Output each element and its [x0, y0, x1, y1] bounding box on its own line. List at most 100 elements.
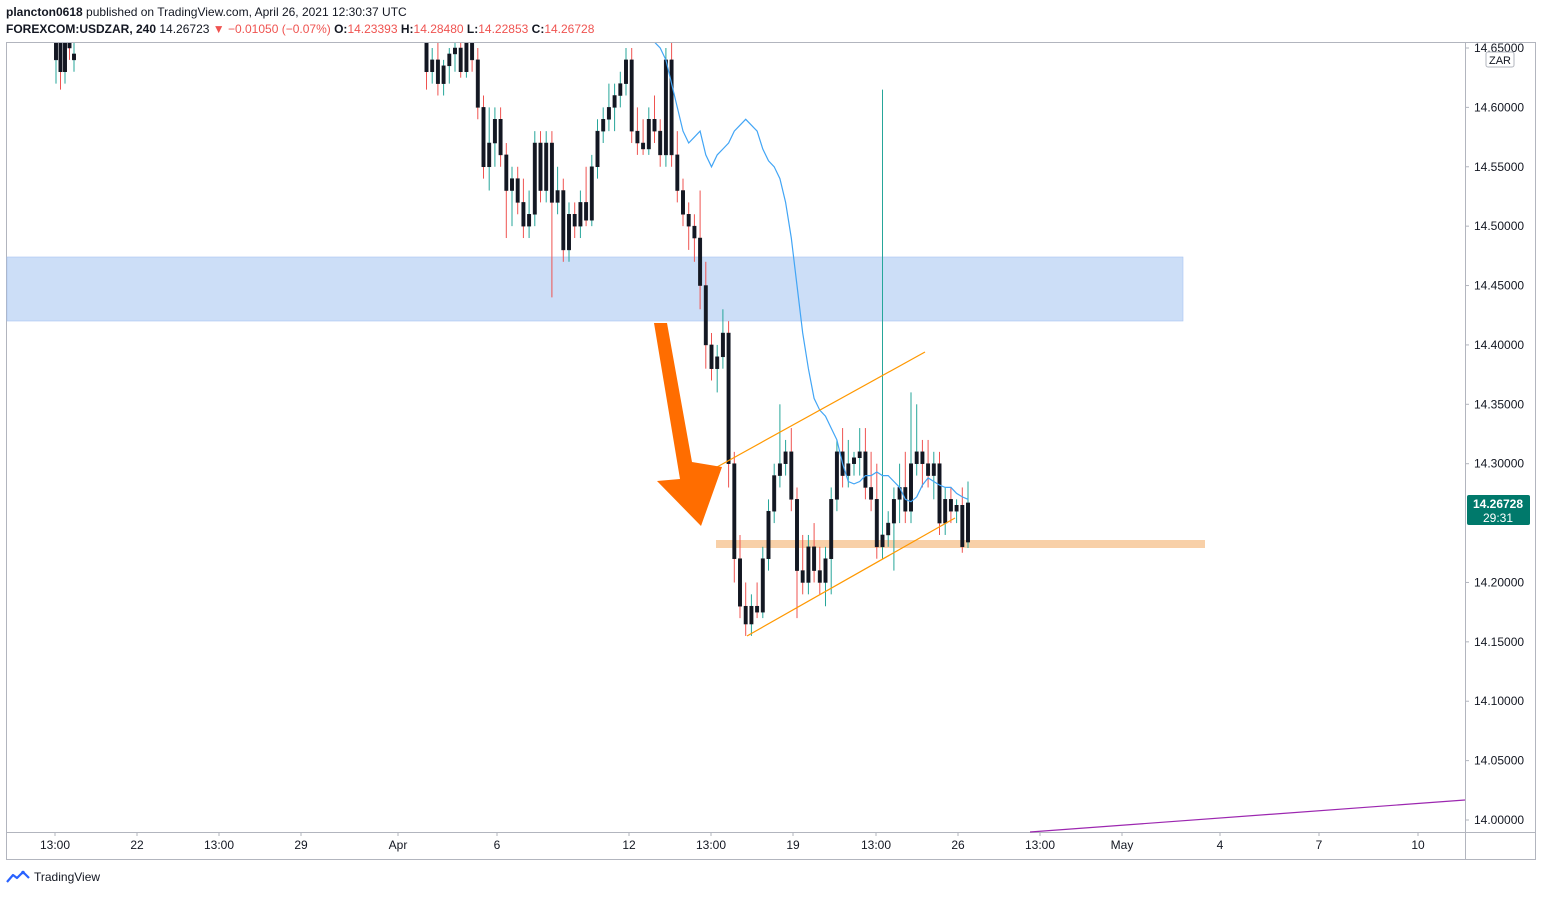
candle-body-up: [510, 178, 514, 191]
trend-line-purple[interactable]: [1029, 799, 1466, 833]
candle-body-down: [629, 59, 634, 132]
candle-body-up: [606, 107, 611, 120]
y-tick-label: 14.40000: [1474, 338, 1524, 352]
candle-body-down: [572, 214, 577, 227]
x-tick-label: 13:00: [1025, 838, 1055, 852]
candle-body-down: [67, 43, 72, 49]
candles-layer: [54, 43, 970, 636]
candle-body-up: [578, 202, 583, 227]
candle-body-down: [960, 505, 965, 548]
candle-body-down: [703, 285, 708, 346]
x-tick-label: 10: [1411, 838, 1425, 852]
candle-body-up: [72, 53, 76, 61]
candle-body-down: [641, 142, 646, 150]
brand-name: TradingView: [34, 870, 101, 884]
candle-body-up: [914, 451, 919, 464]
x-tick-label: 19: [786, 838, 800, 852]
candle-body-down: [789, 451, 794, 500]
channel-upper-line[interactable]: [716, 351, 926, 468]
y-tick-label: 14.35000: [1474, 397, 1524, 411]
publish-info: plancton0618 published on TradingView.co…: [6, 5, 407, 19]
x-tick-label: May: [1111, 838, 1134, 852]
candle-body-down: [686, 214, 691, 227]
candle-body-down: [58, 43, 63, 73]
candle-body-down: [812, 546, 817, 571]
publisher-name[interactable]: plancton0618: [6, 5, 83, 19]
candle-body-down: [755, 605, 760, 613]
candle-body-down: [652, 119, 657, 132]
candle-body-down: [926, 463, 931, 476]
candle-body-up: [601, 119, 606, 132]
candle-body-down: [681, 190, 685, 215]
high-label: H:: [400, 22, 414, 36]
last-price-badge: [1467, 495, 1530, 525]
candle-body-up: [806, 546, 811, 583]
candle-body-down: [869, 487, 874, 500]
candle-body-up: [783, 451, 788, 464]
symbol-legend: FOREXCOM:USDZAR, 240 14.26723 ▼ −0.01050…: [6, 22, 594, 36]
candle-body-down: [948, 499, 953, 512]
candle-body-up: [595, 130, 600, 168]
candle-body-up: [492, 119, 497, 144]
time-axis[interactable]: 13:00 22 13:00 29 Apr 6 12 13:00 19 13:00 26 13:00 M…: [40, 832, 1425, 852]
candle-body-up: [720, 332, 725, 358]
currency-badge: [1485, 51, 1515, 68]
candle-body-up: [441, 65, 446, 84]
candle-body-up: [646, 119, 651, 150]
candle-body-down: [800, 570, 805, 583]
candle-body-up: [487, 142, 492, 168]
x-tick-label: 6: [494, 838, 501, 852]
candle-body-up: [532, 142, 537, 215]
candle-body-up: [567, 214, 571, 251]
candle-body-up: [772, 475, 777, 512]
candle-body-down: [743, 605, 748, 625]
candle-body-up: [612, 95, 617, 108]
price-axis[interactable]: 14.6500014.6000014.5500014.5000014.45000…: [1465, 41, 1524, 827]
candle-body-down: [817, 570, 822, 583]
candle-body-down: [863, 451, 868, 488]
candle-body-down: [738, 558, 742, 607]
candle-body-up: [909, 463, 913, 512]
published-text: published on TradingView.com, April 26, …: [86, 5, 407, 19]
candle-body-down: [874, 499, 879, 548]
candle-body-down: [692, 225, 697, 239]
footer-brand[interactable]: TradingView: [6, 870, 100, 884]
candle-body-up: [760, 558, 765, 613]
current-price: 14.26723: [159, 22, 210, 36]
candle-body-up: [857, 451, 862, 459]
candle-body-up: [954, 505, 959, 512]
resistance-zone[interactable]: [6, 256, 1184, 322]
down-arrow-icon[interactable]: [654, 323, 722, 526]
candle-body-down: [424, 43, 429, 73]
y-tick-label: 14.00000: [1474, 813, 1524, 827]
candle-body-down: [435, 59, 440, 84]
candle-body-up: [852, 457, 856, 464]
y-tick-label: 14.60000: [1474, 100, 1524, 114]
x-tick-label: 13:00: [696, 838, 726, 852]
countdown-label: 29:31: [1483, 511, 1513, 525]
candle-body-up: [846, 463, 851, 476]
channel-lower-line[interactable]: [746, 517, 956, 637]
x-tick-label: 4: [1217, 838, 1224, 852]
candle-body-up: [749, 605, 754, 625]
candle-body-down: [515, 178, 520, 203]
symbol-name[interactable]: FOREXCOM:USDZAR, 240: [6, 22, 157, 36]
candle-body-up: [464, 43, 469, 73]
y-tick-label: 14.20000: [1474, 575, 1524, 589]
y-tick-label: 14.10000: [1474, 694, 1524, 708]
candle-body-down: [920, 451, 925, 464]
y-tick-label: 14.45000: [1474, 279, 1524, 293]
candle-body-down: [937, 463, 942, 524]
candle-body-down: [658, 130, 663, 156]
x-tick-label: 22: [130, 838, 144, 852]
candle-body-up: [777, 463, 782, 476]
candle-body-down: [732, 463, 737, 559]
y-tick-label: 14.05000: [1474, 754, 1524, 768]
currency-label: ZAR: [1489, 55, 1511, 67]
candle-body-up: [823, 558, 828, 583]
candle-body-up: [555, 190, 560, 203]
candle-body-up: [544, 142, 549, 191]
candle-body-down: [726, 332, 731, 464]
high-value: 14.28480: [413, 22, 464, 36]
